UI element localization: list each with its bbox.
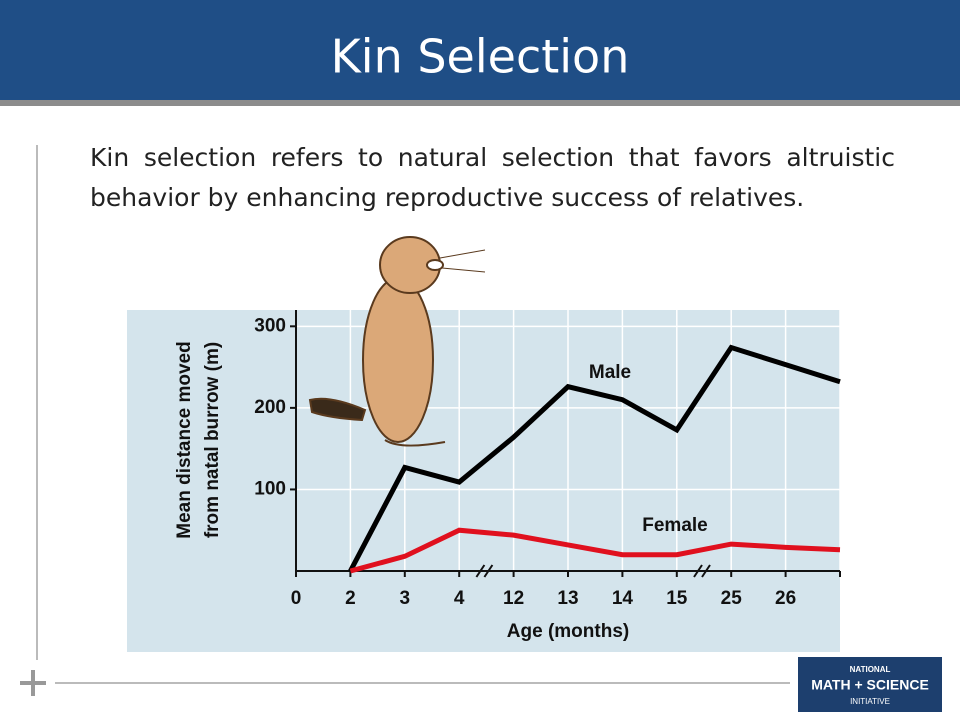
y-tick-label: 300 (254, 315, 286, 336)
logo-text: MATH + SCIENCE (811, 677, 929, 693)
logo-text: NATIONAL (850, 665, 891, 674)
x-tick-label: 3 (400, 588, 411, 609)
chart: 100 200 300 0 2 3 4 12 13 14 15 25 26 Age (months) Mea… (174, 310, 841, 642)
y-axis-label: from natal burrow (m) (202, 342, 223, 538)
x-tick-label: 14 (612, 588, 634, 609)
y-axis-label: Mean distance moved (174, 341, 195, 538)
x-tick-label: 12 (503, 588, 524, 609)
header-band (0, 0, 960, 100)
slide-title: Kin Selection (331, 30, 630, 84)
axis-break (693, 564, 711, 578)
header-rule (0, 100, 960, 106)
x-tick-label: 15 (666, 588, 688, 609)
body-text: Kin selection refers to natural selectio… (90, 143, 895, 212)
logo-text: INITIATIVE (850, 697, 890, 706)
series-line (348, 344, 841, 573)
x-tick-label: 25 (721, 588, 743, 609)
axis-break (475, 564, 494, 578)
series-line (349, 527, 841, 574)
y-tick-label: 100 (254, 478, 286, 499)
x-axis-label: Age (months) (507, 621, 629, 642)
x-tick-label: 26 (775, 588, 796, 609)
squirrel-illustration (308, 236, 486, 447)
series-label: Female (642, 515, 707, 536)
logo-box (798, 657, 942, 712)
y-tick-label: 200 (254, 397, 286, 418)
plus-icon (20, 670, 46, 696)
x-tick-label: 4 (454, 588, 465, 609)
x-tick-label: 2 (345, 588, 356, 609)
x-tick-label: 0 (291, 588, 302, 609)
series-label: Male (589, 362, 631, 383)
x-tick-label: 13 (557, 588, 578, 609)
